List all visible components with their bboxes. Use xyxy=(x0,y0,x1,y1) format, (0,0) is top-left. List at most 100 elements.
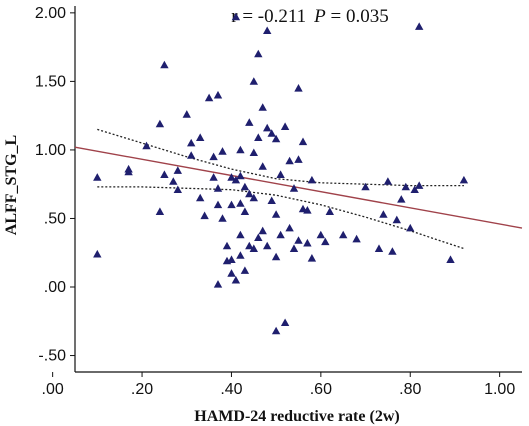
y-tick-label: 2.00 xyxy=(35,5,66,22)
x-axis-title: HAMD-24 reductive rate (2w) xyxy=(194,408,399,425)
y-tick-label: -.50 xyxy=(38,348,66,365)
ci-lower-line xyxy=(97,186,465,250)
y-tick-label: 1.50 xyxy=(35,73,66,90)
data-point xyxy=(271,326,281,335)
data-point xyxy=(231,175,241,184)
data-point xyxy=(361,182,370,191)
data-point xyxy=(124,167,133,176)
data-point xyxy=(316,230,325,239)
data-point xyxy=(173,185,182,193)
data-point xyxy=(236,145,245,154)
data-point xyxy=(227,200,236,209)
data-point xyxy=(446,255,455,263)
data-point xyxy=(303,238,312,247)
data-point xyxy=(169,177,178,185)
data-point xyxy=(294,155,303,163)
data-point xyxy=(307,175,317,184)
data-point xyxy=(93,173,102,181)
x-tick-label: .40 xyxy=(220,381,242,398)
data-point xyxy=(249,77,258,85)
data-point xyxy=(160,60,169,69)
data-point xyxy=(415,22,424,30)
data-point xyxy=(263,123,272,132)
data-point xyxy=(254,233,263,241)
x-tick-label: .60 xyxy=(310,381,332,398)
y-tick-label: 1.00 xyxy=(35,142,66,159)
data-point xyxy=(325,207,334,215)
data-point xyxy=(294,236,303,244)
data-point xyxy=(415,181,424,189)
data-point xyxy=(258,226,267,235)
data-point xyxy=(93,249,102,258)
data-point xyxy=(173,166,182,174)
data-point xyxy=(155,119,165,128)
data-point xyxy=(410,185,419,193)
data-point xyxy=(271,252,281,261)
data-point xyxy=(379,210,388,218)
plot-area: -.50 .00 .50 1.00 1.50 2.00 .00 .20 .40 .60 .80 1.0… xyxy=(35,5,523,398)
data-point xyxy=(245,118,254,126)
data-point xyxy=(383,177,393,185)
data-point xyxy=(267,196,276,204)
x-tick-label: .20 xyxy=(131,381,153,398)
data-point xyxy=(187,138,196,147)
data-point xyxy=(249,244,258,252)
data-point xyxy=(303,206,312,214)
y-tick-label: .00 xyxy=(44,279,66,296)
data-point xyxy=(245,241,254,250)
data-point xyxy=(222,241,232,250)
data-point xyxy=(285,156,294,165)
p-value-text: = 0.035 xyxy=(326,6,389,27)
data-point xyxy=(406,223,415,232)
data-point xyxy=(155,207,165,215)
data-point xyxy=(160,170,169,178)
data-point xyxy=(339,230,348,239)
data-point xyxy=(218,147,227,155)
data-point xyxy=(236,199,245,207)
data-point xyxy=(298,137,308,146)
data-point xyxy=(397,195,406,203)
ci-upper-line xyxy=(97,128,464,187)
data-point xyxy=(249,193,258,202)
data-point xyxy=(213,200,223,209)
data-point xyxy=(267,129,276,137)
data-point xyxy=(271,134,281,143)
data-point xyxy=(227,269,236,277)
data-point xyxy=(263,241,272,250)
data-point xyxy=(218,214,227,222)
data-point xyxy=(227,173,236,181)
data-point xyxy=(276,170,285,178)
data-point xyxy=(392,215,401,224)
data-point xyxy=(321,237,330,246)
data-point xyxy=(213,184,223,192)
data-point xyxy=(254,49,263,58)
data-point xyxy=(258,162,267,170)
r-value-text: r = -0.211 xyxy=(231,6,306,27)
data-point xyxy=(307,254,317,262)
data-point xyxy=(240,207,250,215)
p-symbol-text: P xyxy=(313,6,326,27)
x-tick-label: 1.00 xyxy=(484,381,515,398)
data-point xyxy=(204,93,214,102)
data-point xyxy=(263,26,272,34)
data-point xyxy=(285,223,294,232)
data-point xyxy=(196,193,205,202)
data-point xyxy=(196,133,205,141)
y-axis-title: ALFF_STG_L xyxy=(3,135,20,235)
data-point xyxy=(280,318,290,326)
data-point xyxy=(289,184,299,192)
data-point xyxy=(388,247,397,255)
data-point xyxy=(240,266,250,274)
data-point xyxy=(289,244,299,252)
data-point xyxy=(271,210,281,218)
data-point xyxy=(187,151,196,159)
data-point xyxy=(254,133,263,141)
data-point xyxy=(236,251,245,259)
data-point xyxy=(182,110,191,118)
data-point xyxy=(236,171,245,180)
data-point xyxy=(227,255,236,263)
data-point xyxy=(142,141,151,150)
data-point xyxy=(374,244,384,252)
